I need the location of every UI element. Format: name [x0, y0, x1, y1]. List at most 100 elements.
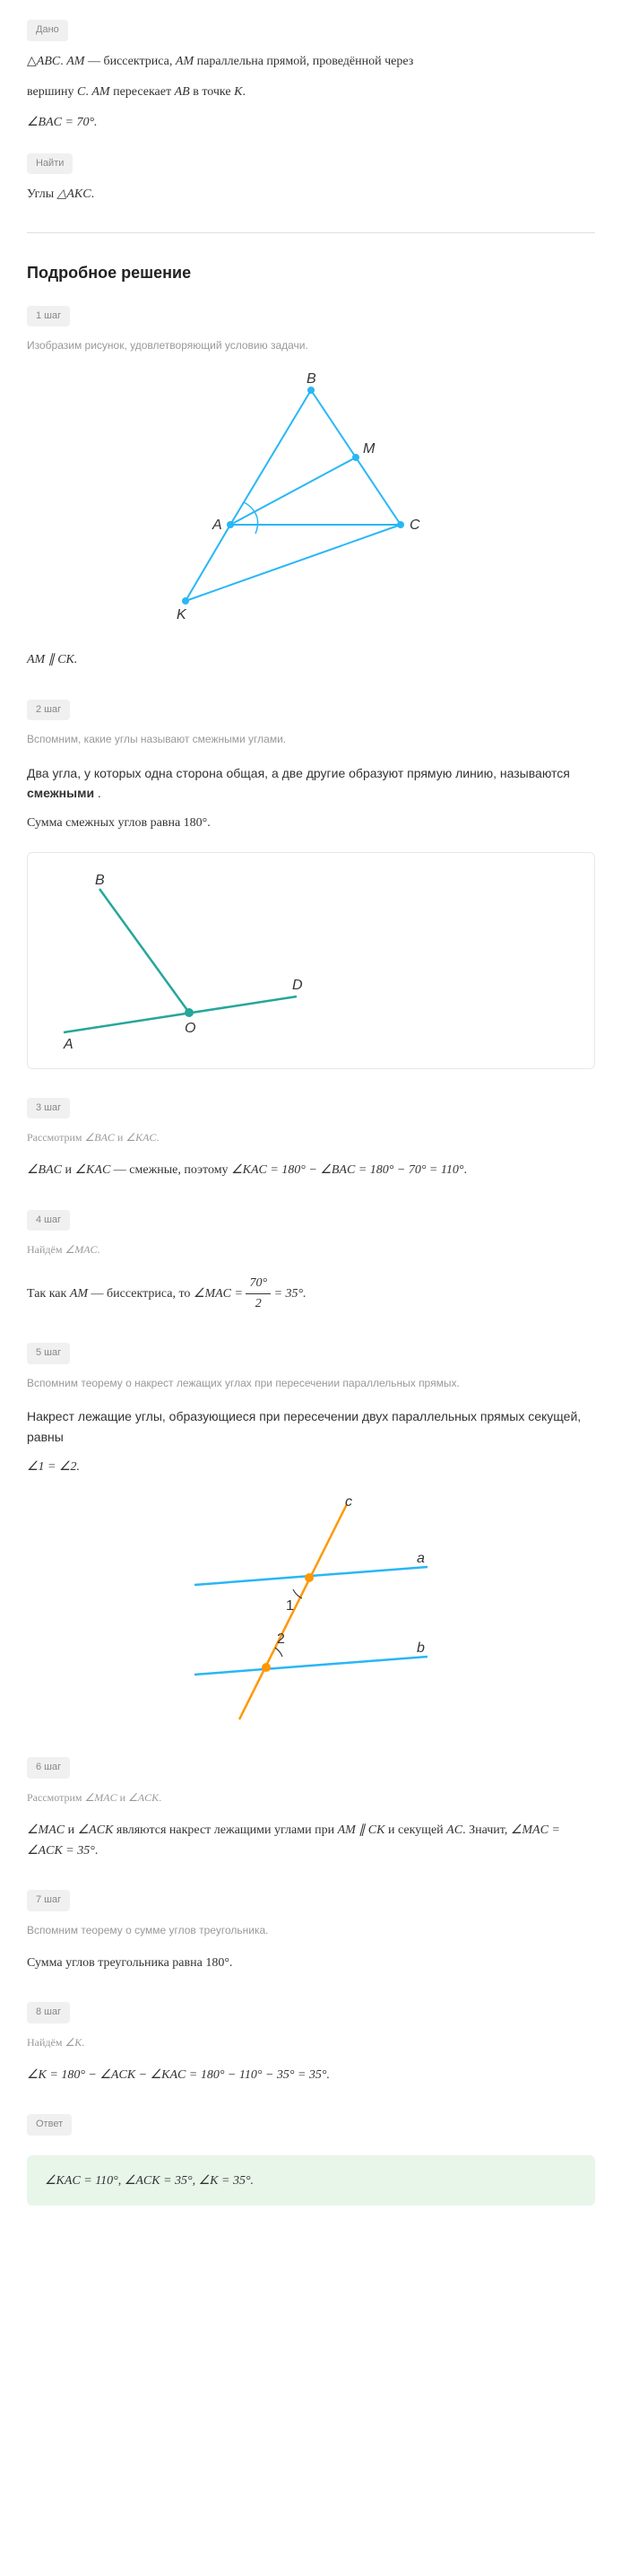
step-badge: 4 шаг	[27, 1210, 70, 1231]
text: ∠ACK	[128, 1791, 159, 1804]
text: и секущей	[384, 1823, 446, 1837]
answer-section: Ответ ∠KAC = 110°, ∠ACK = 35°, ∠K = 35°.	[27, 2112, 595, 2206]
step-6: 6 шаг Рассмотрим ∠MAC и ∠ACK. ∠MAC и ∠AC…	[27, 1755, 595, 1861]
step5-p2: ∠1 = ∠2.	[27, 1458, 595, 1477]
text: Найдём	[27, 2036, 65, 2049]
step-caption: Найдём ∠MAC.	[27, 1241, 595, 1258]
text: AM ∥ CK	[338, 1823, 385, 1837]
step-caption: Рассмотрим ∠MAC и ∠ACK.	[27, 1789, 595, 1806]
text: Рассмотрим	[27, 1791, 85, 1804]
step-caption: Изобразим рисунок, удовлетворяющий услов…	[27, 337, 595, 354]
fraction-den: 2	[246, 1294, 271, 1314]
text: △AKC	[57, 187, 91, 201]
step-caption: Рассмотрим ∠BAC и ∠KAC.	[27, 1129, 595, 1146]
step2-p2: Сумма смежных углов равна 180°.	[27, 814, 595, 833]
text: ∠BAC	[85, 1131, 115, 1144]
label-c: c	[345, 1495, 352, 1510]
step5-p1: Накрест лежащие углы, образующиеся при п…	[27, 1406, 595, 1447]
text: C	[77, 85, 85, 99]
find-badge: Найти	[27, 153, 73, 175]
answer-badge: Ответ	[27, 2114, 72, 2136]
text: ∠ACK	[78, 1823, 114, 1837]
text: ∠MAC =	[194, 1287, 246, 1301]
step-5: 5 шаг Вспомним теорему о накрест лежащих…	[27, 1341, 595, 1728]
fraction: 70°2	[246, 1274, 271, 1315]
step-3: 3 шаг Рассмотрим ∠BAC и ∠KAC. ∠BAC и ∠KA…	[27, 1096, 595, 1181]
step4-p1: Так как AM — биссектриса, то ∠MAC = 70°2…	[27, 1274, 595, 1315]
text: .	[94, 786, 101, 800]
text: пересекает	[110, 85, 175, 99]
text: = 35°.	[271, 1287, 307, 1301]
step-1: 1 шаг Изобразим рисунок, удовлетворяющий…	[27, 304, 595, 671]
text: .	[242, 85, 246, 99]
given-line2: вершину C. AM пересекает AB в точке K.	[27, 83, 595, 102]
label-a: a	[417, 1551, 425, 1566]
step-caption: Вспомним, какие углы называют смежными у…	[27, 731, 595, 748]
text: Рассмотрим	[27, 1131, 85, 1144]
text: ∠MAC	[27, 1823, 65, 1837]
text: .	[91, 187, 95, 201]
label-a: A	[63, 1037, 73, 1050]
text: ∠KAC	[75, 1163, 111, 1177]
step-2: 2 шаг Вспомним, какие углы называют смеж…	[27, 698, 595, 1069]
text: .	[98, 1243, 100, 1256]
text: AM	[66, 55, 84, 68]
step-badge: 1 шаг	[27, 306, 70, 327]
text: ∠KAC	[125, 1131, 156, 1144]
label-d: D	[292, 978, 303, 993]
diagram-triangle: A B C M K	[27, 372, 595, 623]
text: ∠BAC = 70°.	[27, 116, 98, 129]
diagram-adjacent-angles: A B O D	[27, 852, 595, 1069]
text: являются накрест лежащими углами при	[113, 1823, 337, 1837]
fraction-num: 70°	[246, 1274, 271, 1294]
text: .	[463, 1163, 467, 1177]
text: вершину	[27, 85, 77, 99]
find-line1: Углы △AKC.	[27, 185, 595, 205]
label-b: B	[95, 873, 105, 888]
text: в точке	[190, 85, 234, 99]
step-caption: Найдём ∠K.	[27, 2034, 595, 2051]
text: AM	[70, 1287, 88, 1301]
given-section: Дано △ABC. AM — биссектриса, AM параллел…	[27, 18, 595, 134]
text: AB	[175, 85, 190, 99]
label-m: M	[363, 441, 376, 457]
label-b: B	[307, 372, 316, 387]
step-badge: 8 шаг	[27, 2002, 70, 2023]
label-k: K	[177, 607, 187, 622]
text: ∠MAC	[85, 1791, 117, 1804]
label-o: O	[185, 1021, 195, 1036]
step-caption: Вспомним теорему о сумме углов треугольн…	[27, 1922, 595, 1939]
text: — биссектриса,	[84, 55, 175, 68]
text: Углы	[27, 187, 57, 201]
text: — биссектриса, то	[88, 1287, 194, 1301]
text: и	[115, 1131, 125, 1144]
step-7: 7 шаг Вспомним теорему о сумме углов тре…	[27, 1888, 595, 1973]
text: .	[159, 1791, 161, 1804]
step-badge: 2 шаг	[27, 700, 70, 721]
step-8: 8 шаг Найдём ∠K. ∠K = 180° − ∠ACK − ∠KAC…	[27, 2000, 595, 2085]
label-1: 1	[286, 1598, 294, 1614]
text: параллельна прямой, проведённой через	[194, 55, 413, 68]
text: AC	[446, 1823, 462, 1837]
step6-p1: ∠MAC и ∠ACK являются накрест лежащими уг…	[27, 1821, 595, 1861]
step1-statement: AM ∥ CK.	[27, 650, 595, 670]
solution-title: Подробное решение	[27, 260, 595, 286]
text: Два угла, у которых одна сторона общая, …	[27, 766, 570, 780]
text: и	[65, 1823, 78, 1837]
text: Найдём	[27, 1243, 65, 1256]
text: ∠K	[65, 2036, 82, 2049]
text: ∠MAC	[65, 1243, 97, 1256]
given-line3: ∠BAC = 70°.	[27, 113, 595, 133]
given-badge: Дано	[27, 20, 68, 41]
step3-p1: ∠BAC и ∠KAC — смежные, поэтому ∠KAC = 18…	[27, 1161, 595, 1180]
diagram-alternate-angles: c a b 1 2	[27, 1495, 595, 1728]
text: ∠BAC	[27, 1163, 62, 1177]
step-badge: 6 шаг	[27, 1757, 70, 1779]
text: AM	[176, 55, 194, 68]
text: .	[95, 1844, 99, 1858]
step-badge: 3 шаг	[27, 1098, 70, 1119]
text: ∠KAC = 180° − ∠BAC = 180° − 70° = 110°	[231, 1163, 463, 1177]
text: .	[156, 1131, 159, 1144]
label-a: A	[212, 518, 222, 533]
step7-p1: Сумма углов треугольника равна 180°.	[27, 1954, 595, 1973]
